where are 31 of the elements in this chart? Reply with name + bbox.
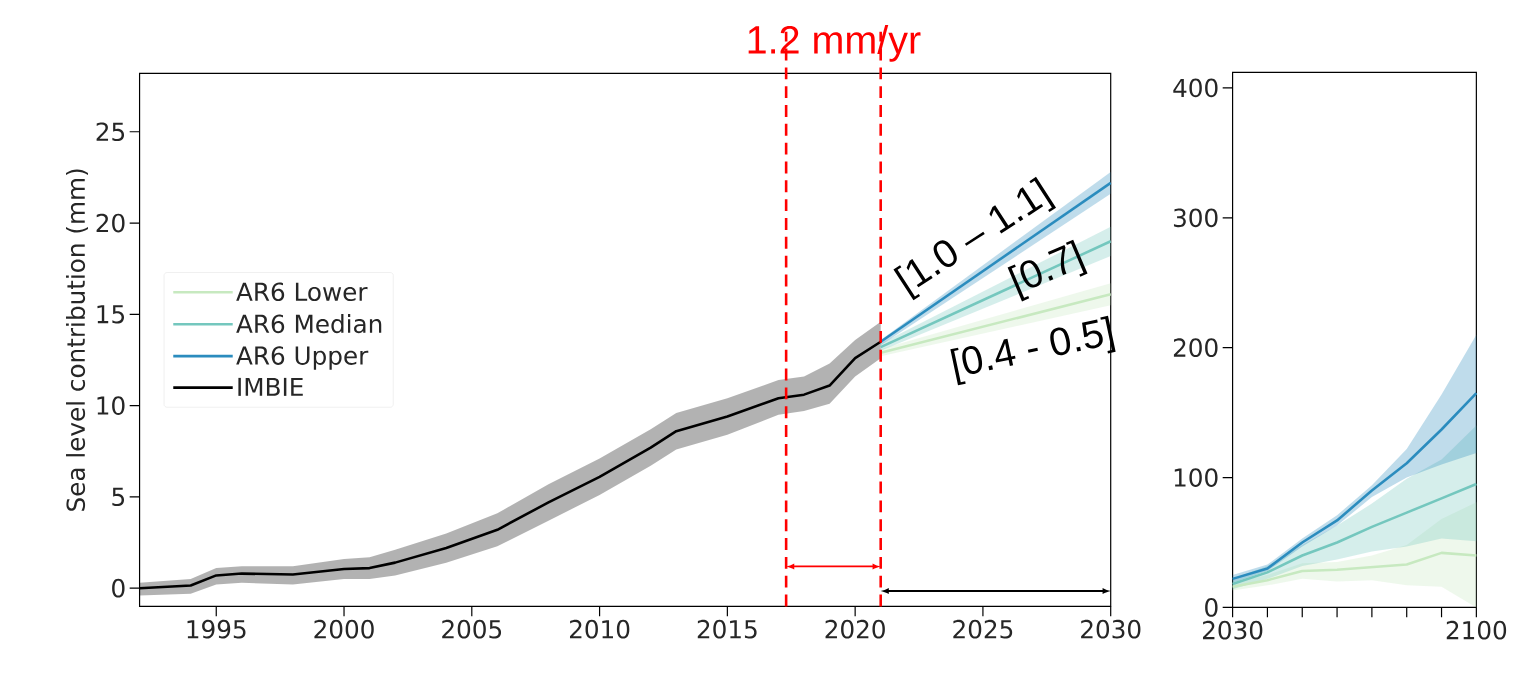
y-tick-label: 0 xyxy=(1205,598,1218,617)
x-tick-label: 2005 xyxy=(442,619,502,639)
text: 1.2 mm/yr xyxy=(748,25,921,62)
x-tick-label: 2020 xyxy=(825,619,885,639)
y-tick-label: 5 xyxy=(112,487,125,507)
y-tick-label: 200 xyxy=(1173,338,1218,358)
y-tick-label: 400 xyxy=(1173,78,1218,98)
line-series xyxy=(1231,391,1478,581)
y-tick-label: 100 xyxy=(1174,468,1218,488)
x-tick-label: 2030 xyxy=(1203,620,1263,640)
legend-label: AR6 Upper xyxy=(236,346,369,370)
legend-label: AR6 Median xyxy=(236,314,382,334)
x-tick-label: 1995 xyxy=(187,619,246,639)
x-tick-label: 2030 xyxy=(1081,619,1141,639)
x-tick-label: 2000 xyxy=(314,619,374,639)
y-tick-label: 300 xyxy=(1173,208,1218,228)
y-tick-label: 15 xyxy=(97,305,125,324)
y-tick-label: 0 xyxy=(112,578,125,598)
y-tick-label: 25 xyxy=(96,122,125,142)
x-tick-label: 2010 xyxy=(569,619,630,639)
y-tick-label: 20 xyxy=(96,213,125,233)
line-series xyxy=(1231,482,1478,586)
x-tick-label: 2100 xyxy=(1446,620,1507,640)
annotation: [0.4 - 0.5] xyxy=(950,315,1116,386)
legend-label: AR6 Lower xyxy=(236,282,368,302)
y-tick-label: 10 xyxy=(97,396,125,416)
x-tick-label: 2015 xyxy=(697,619,757,639)
annotation: [0.7] xyxy=(1007,239,1088,302)
legend-label: IMBIE xyxy=(238,377,303,396)
x-tick-label: 2025 xyxy=(953,619,1013,639)
y-axis-title: Sea level contribution (mm) xyxy=(65,169,88,511)
